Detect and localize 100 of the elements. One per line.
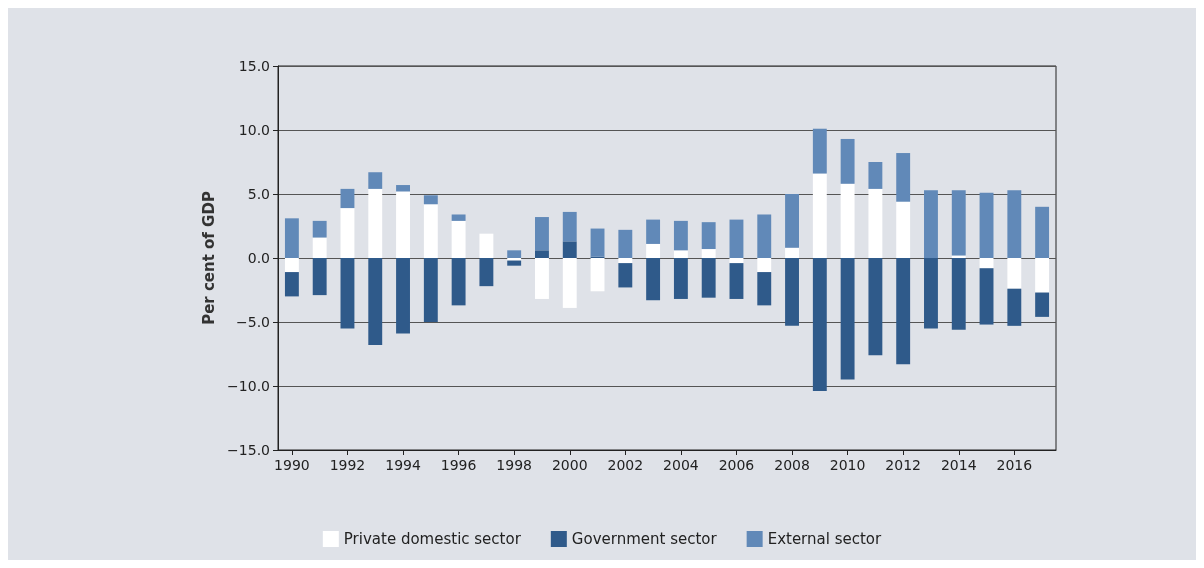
bar	[924, 258, 938, 329]
bar	[757, 214, 772, 258]
bar	[673, 220, 688, 251]
bar	[618, 263, 633, 288]
bar	[951, 255, 966, 258]
bar	[701, 249, 716, 258]
bar	[951, 190, 966, 256]
bar	[812, 258, 827, 392]
bar	[507, 260, 522, 266]
bar	[646, 243, 661, 258]
bar	[535, 250, 549, 258]
bar	[924, 190, 938, 258]
bar	[340, 188, 355, 209]
bar	[562, 241, 577, 258]
bar	[646, 258, 661, 301]
bar	[840, 138, 855, 184]
bar	[479, 258, 494, 287]
bar	[340, 258, 355, 329]
bar	[368, 172, 383, 189]
x-tick-label: 1996	[440, 457, 477, 473]
y-tick-label: 0.0	[247, 250, 270, 266]
bar	[868, 162, 883, 189]
bar	[284, 272, 299, 297]
bar	[1035, 206, 1050, 258]
bar	[562, 211, 577, 242]
bar	[673, 250, 688, 258]
bar	[951, 258, 966, 330]
bar	[284, 218, 299, 258]
x-tick-label: 2010	[829, 457, 866, 473]
bar	[757, 272, 772, 306]
bar	[840, 183, 855, 258]
bar	[785, 258, 799, 326]
bar	[368, 258, 383, 346]
x-tick-label: 2000	[551, 457, 588, 473]
x-tick-label: 2008	[774, 457, 810, 473]
bar	[896, 153, 911, 202]
bar	[701, 258, 716, 298]
bar	[812, 173, 827, 258]
bar	[896, 258, 911, 365]
bar	[451, 214, 466, 221]
bar	[1007, 190, 1022, 258]
x-tick-label: 1998	[496, 457, 532, 473]
x-tick-label: 2016	[996, 457, 1033, 473]
x-tick-label: 2002	[607, 457, 644, 473]
bar	[423, 204, 438, 258]
y-tick-label: −10.0	[227, 378, 270, 394]
bar	[451, 258, 466, 306]
bar	[840, 258, 855, 380]
bar	[1007, 258, 1022, 289]
bar	[729, 219, 744, 258]
bar	[590, 228, 605, 257]
bar	[396, 185, 410, 192]
bar	[757, 258, 772, 273]
bar	[423, 258, 438, 322]
bar	[590, 258, 605, 292]
bar	[701, 222, 716, 250]
legend-label: External sector	[767, 530, 883, 548]
bar	[535, 258, 549, 299]
bar	[284, 258, 299, 273]
bar	[1035, 292, 1050, 317]
bar	[673, 258, 688, 299]
y-tick-label: −5.0	[236, 314, 270, 330]
bar	[507, 250, 522, 258]
bar	[896, 201, 911, 258]
bar	[368, 188, 383, 258]
x-tick-label: 2014	[940, 457, 977, 473]
x-tick-label: 1994	[385, 457, 421, 473]
x-tick-label: 2006	[718, 457, 755, 473]
bar	[396, 191, 410, 258]
bar	[979, 258, 994, 269]
bar	[785, 247, 799, 258]
bar	[979, 268, 994, 325]
y-tick-label: −15.0	[227, 442, 270, 458]
bar	[618, 258, 633, 264]
bar	[423, 195, 438, 205]
bar	[646, 219, 661, 244]
bar	[785, 194, 799, 248]
bar	[479, 233, 494, 258]
bar	[729, 263, 744, 299]
y-tick-label: 5.0	[247, 186, 270, 202]
bar	[812, 128, 827, 174]
bar	[340, 208, 355, 258]
bar	[312, 220, 327, 238]
bar	[312, 237, 327, 258]
y-tick-label: 15.0	[238, 58, 270, 74]
bar	[729, 258, 744, 264]
legend-label: Private domestic sector	[343, 530, 522, 548]
bar	[507, 258, 522, 261]
y-tick-label: 10.0	[238, 122, 270, 138]
bar	[535, 217, 549, 251]
bar	[979, 192, 994, 258]
x-tick-label: 1992	[329, 457, 366, 473]
bar	[868, 258, 883, 356]
bar	[312, 258, 327, 296]
legend-label: Government sector	[571, 530, 718, 548]
bar	[1007, 288, 1022, 326]
x-tick-label: 2004	[663, 457, 699, 473]
bar	[1035, 258, 1050, 293]
bar	[562, 258, 577, 308]
x-tick-label: 1990	[274, 457, 310, 473]
